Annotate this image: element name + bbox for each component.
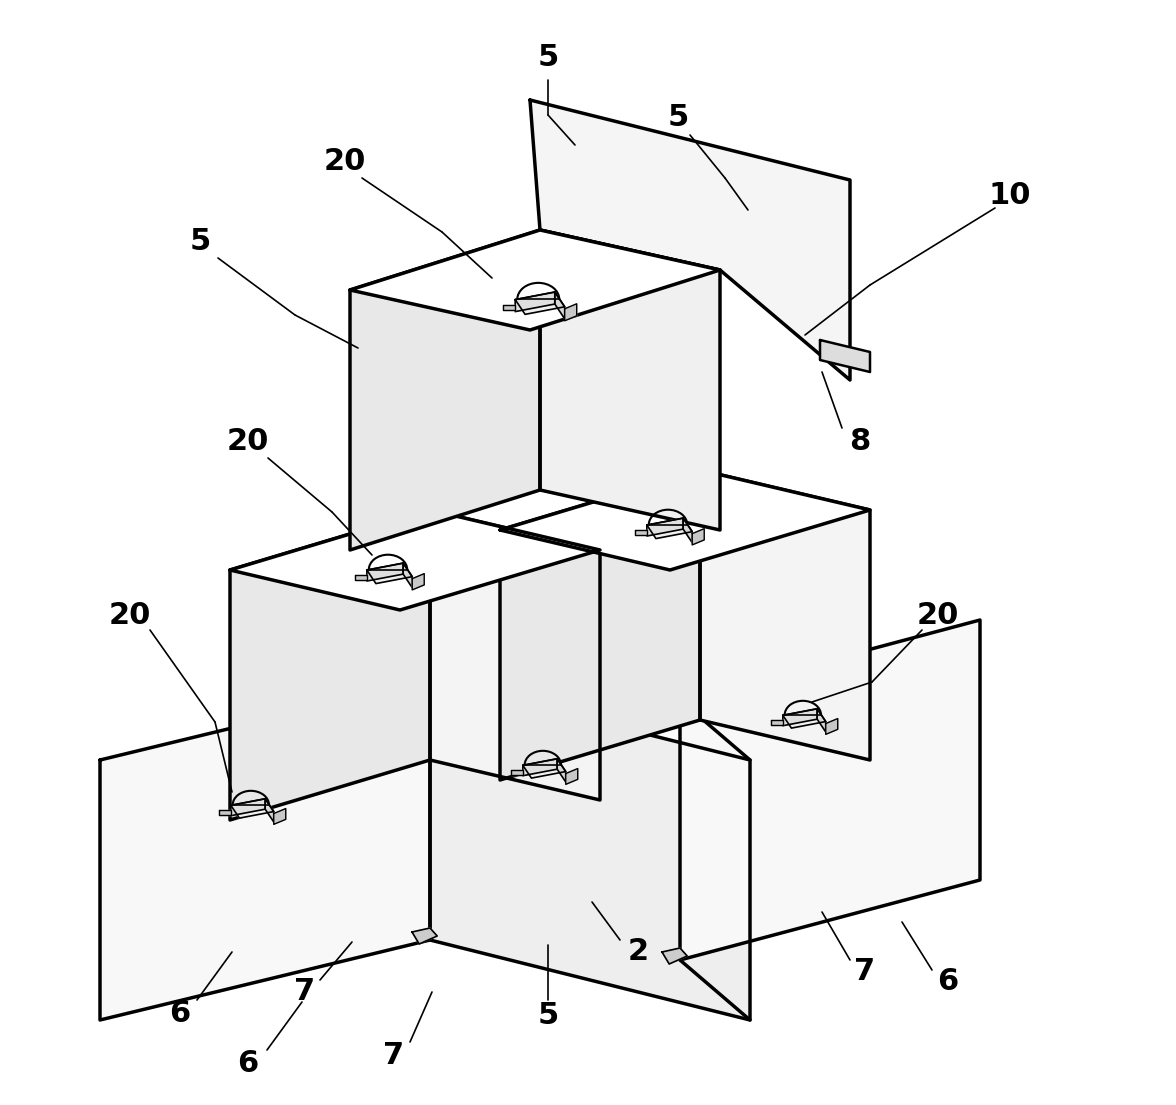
Polygon shape — [500, 470, 700, 780]
Polygon shape — [100, 680, 430, 1020]
Text: 20: 20 — [323, 147, 366, 177]
Polygon shape — [557, 759, 566, 782]
Polygon shape — [413, 573, 425, 590]
Polygon shape — [350, 230, 720, 330]
Polygon shape — [430, 680, 750, 1020]
Polygon shape — [274, 809, 286, 824]
Polygon shape — [783, 708, 826, 728]
Polygon shape — [555, 292, 564, 319]
Polygon shape — [230, 799, 265, 815]
Polygon shape — [770, 720, 783, 725]
Polygon shape — [783, 708, 817, 726]
Text: 6: 6 — [937, 968, 958, 997]
Text: 5: 5 — [537, 43, 559, 73]
Polygon shape — [647, 518, 683, 536]
Polygon shape — [566, 769, 577, 785]
Text: 20: 20 — [917, 600, 960, 630]
Polygon shape — [693, 528, 704, 545]
Text: 5: 5 — [189, 228, 211, 256]
Polygon shape — [662, 948, 687, 964]
Polygon shape — [530, 99, 850, 380]
Text: 7: 7 — [855, 958, 876, 987]
Text: 6: 6 — [238, 1049, 259, 1077]
Polygon shape — [265, 799, 274, 822]
Polygon shape — [683, 518, 693, 543]
Polygon shape — [503, 305, 515, 311]
Polygon shape — [700, 470, 870, 760]
Polygon shape — [412, 928, 437, 944]
Polygon shape — [647, 518, 693, 538]
Polygon shape — [350, 230, 540, 550]
Polygon shape — [230, 799, 274, 818]
Text: 20: 20 — [109, 600, 152, 630]
Text: 20: 20 — [227, 428, 269, 456]
Polygon shape — [510, 770, 523, 775]
Polygon shape — [367, 564, 413, 583]
Polygon shape — [403, 564, 413, 588]
Polygon shape — [500, 470, 870, 570]
Text: 2: 2 — [628, 937, 648, 967]
Polygon shape — [430, 511, 600, 800]
Polygon shape — [230, 511, 430, 820]
Polygon shape — [635, 530, 647, 535]
Polygon shape — [826, 718, 837, 735]
Text: 10: 10 — [989, 180, 1031, 210]
Text: 6: 6 — [169, 1000, 191, 1029]
Polygon shape — [523, 759, 557, 776]
Polygon shape — [817, 708, 826, 732]
Text: 5: 5 — [537, 1000, 559, 1030]
Polygon shape — [564, 304, 576, 320]
Text: 7: 7 — [383, 1041, 405, 1070]
Text: 7: 7 — [294, 978, 315, 1007]
Polygon shape — [820, 340, 870, 372]
Polygon shape — [230, 511, 600, 610]
Polygon shape — [515, 292, 564, 314]
Polygon shape — [367, 564, 403, 581]
Polygon shape — [680, 620, 980, 960]
Polygon shape — [355, 575, 367, 580]
Polygon shape — [523, 759, 566, 778]
Text: 5: 5 — [667, 104, 689, 133]
Polygon shape — [219, 810, 230, 814]
Text: 8: 8 — [849, 428, 870, 456]
Polygon shape — [515, 292, 555, 312]
Polygon shape — [540, 230, 720, 530]
